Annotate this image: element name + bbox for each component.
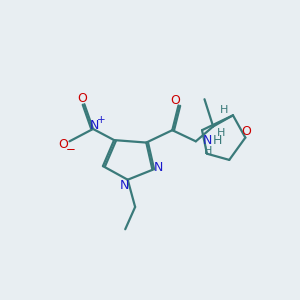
Text: N: N bbox=[154, 161, 164, 174]
Text: O: O bbox=[77, 92, 87, 105]
Text: N: N bbox=[203, 134, 212, 147]
Text: O: O bbox=[58, 138, 68, 151]
Text: H: H bbox=[216, 128, 225, 138]
Text: H: H bbox=[204, 146, 212, 156]
Text: +: + bbox=[98, 115, 106, 124]
Text: −: − bbox=[66, 143, 76, 156]
Text: O: O bbox=[171, 94, 180, 107]
Text: O: O bbox=[242, 125, 251, 138]
Text: H: H bbox=[220, 105, 229, 115]
Text: N: N bbox=[90, 119, 99, 133]
Text: H: H bbox=[213, 134, 223, 147]
Text: N: N bbox=[119, 179, 129, 192]
